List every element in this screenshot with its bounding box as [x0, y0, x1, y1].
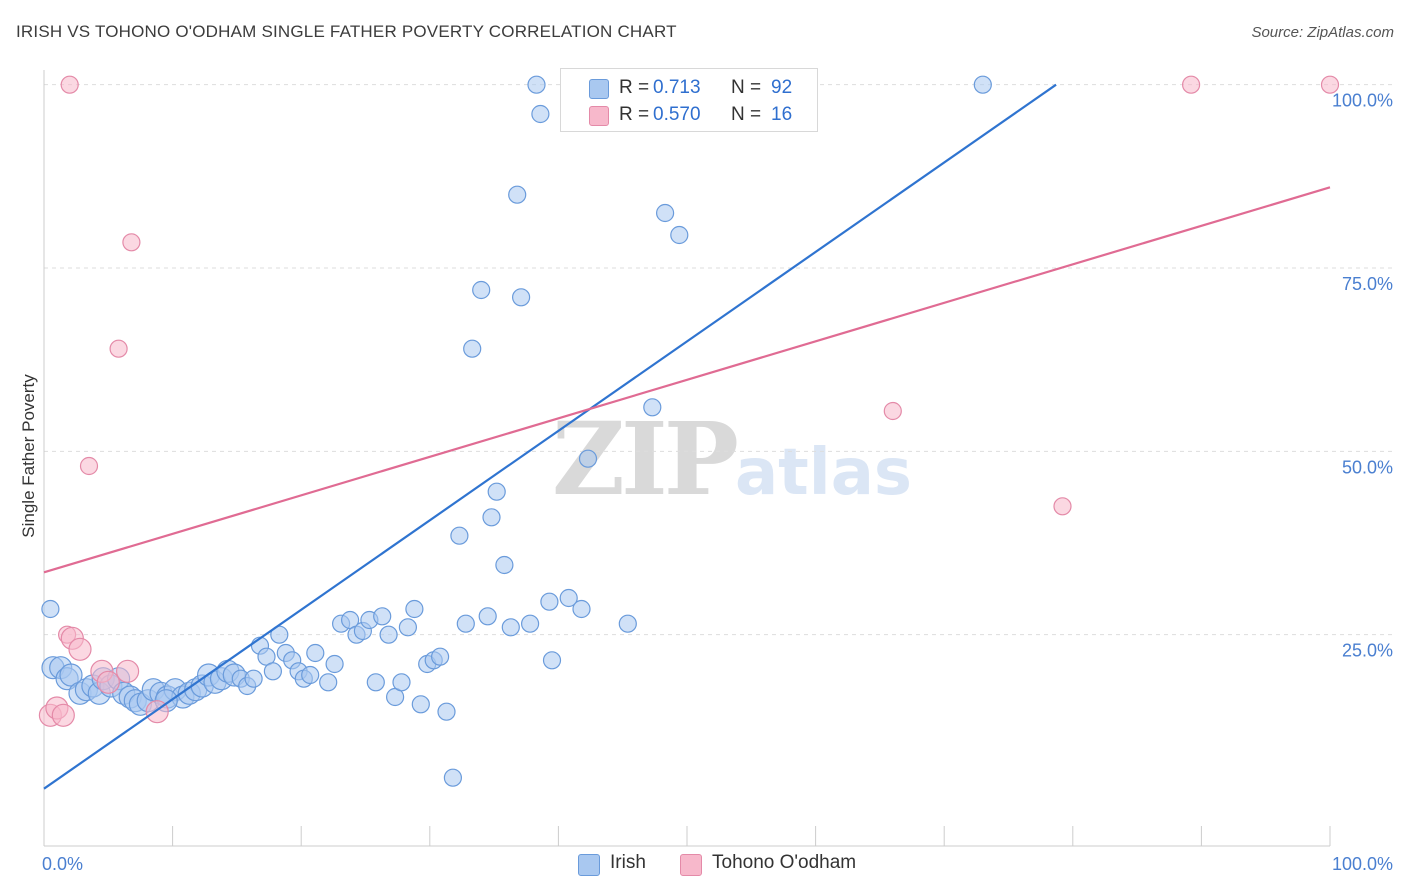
data-point-tohono[interactable]	[51, 703, 75, 727]
data-point-tohono[interactable]	[79, 456, 99, 476]
data-point-irish[interactable]	[405, 599, 424, 619]
legend-swatch-tohono	[589, 106, 609, 126]
data-point-irish[interactable]	[482, 508, 501, 527]
data-point-irish[interactable]	[478, 607, 497, 626]
correlation-legend: R = 0.713 N = 92 R = 0.570 N = 16	[560, 68, 818, 132]
series-legend: Irish Tohono O'odham	[0, 852, 1406, 878]
y-axis-label: Single Father Poverty	[19, 374, 38, 538]
label-layer: 25.0% 50.0% 75.0% 100.0% 0.0% 100.0% Single Fa…	[19, 91, 1393, 874]
data-point-tohono[interactable]	[1181, 75, 1201, 94]
axis-layer	[43, 70, 1331, 847]
data-point-tohono[interactable]	[1053, 497, 1072, 516]
data-point-irish[interactable]	[450, 526, 469, 545]
legend-n-value: 92	[771, 77, 793, 98]
series-legend-label-tohono: Tohono O'odham	[712, 852, 857, 873]
data-point-irish[interactable]	[366, 673, 385, 692]
data-point-irish[interactable]	[495, 555, 514, 575]
data-point-irish[interactable]	[487, 482, 506, 501]
legend-r-label: R =	[619, 77, 650, 98]
data-point-irish[interactable]	[578, 449, 598, 468]
data-point-irish[interactable]	[456, 614, 475, 633]
data-point-irish[interactable]	[527, 75, 546, 94]
data-point-irish[interactable]	[508, 185, 527, 204]
y-tick-label: 100.0%	[1332, 91, 1393, 111]
x-tick-label: 100.0%	[1332, 854, 1393, 874]
watermark-atlas: atlas	[734, 436, 912, 510]
series-legend-swatch-irish	[578, 854, 600, 876]
legend-n-label: N =	[731, 77, 762, 98]
data-point-irish[interactable]	[463, 339, 482, 358]
data-point-tohono[interactable]	[115, 659, 140, 683]
y-tick-label: 25.0%	[1342, 641, 1393, 661]
legend-n-value: 16	[771, 104, 793, 125]
data-point-irish[interactable]	[973, 75, 992, 94]
data-point-irish[interactable]	[572, 599, 591, 619]
data-point-irish[interactable]	[301, 665, 320, 685]
data-point-irish[interactable]	[437, 702, 456, 721]
data-point-tohono[interactable]	[68, 637, 92, 661]
data-point-irish[interactable]	[325, 654, 344, 674]
data-point-irish[interactable]	[431, 647, 450, 666]
data-point-irish[interactable]	[531, 104, 550, 124]
data-point-irish[interactable]	[655, 203, 675, 223]
legend-n-label: N =	[731, 104, 762, 125]
data-point-irish[interactable]	[319, 673, 338, 692]
data-point-irish[interactable]	[411, 695, 430, 714]
data-point-irish[interactable]	[670, 225, 689, 245]
x-tick-label: 0.0%	[42, 854, 83, 874]
data-point-irish[interactable]	[398, 618, 417, 637]
data-point-irish[interactable]	[520, 614, 540, 633]
data-point-irish[interactable]	[511, 288, 531, 307]
data-point-irish[interactable]	[443, 768, 462, 787]
trend-layer	[43, 83, 1331, 790]
data-point-irish[interactable]	[379, 625, 398, 644]
data-point-irish[interactable]	[392, 673, 411, 692]
data-point-tohono[interactable]	[96, 670, 120, 694]
data-point-irish[interactable]	[643, 398, 662, 417]
legend-swatch-irish	[589, 79, 609, 99]
legend-r-value: 0.713	[653, 77, 701, 98]
data-point-tohono[interactable]	[883, 401, 902, 421]
legend-r-value: 0.570	[653, 104, 701, 125]
data-point-tohono[interactable]	[109, 339, 128, 358]
chart-title: IRISH VS TOHONO O'ODHAM SINGLE FATHER PO…	[16, 22, 677, 41]
point-layer	[38, 75, 1340, 787]
trendline-irish	[43, 83, 1057, 790]
data-point-irish[interactable]	[373, 607, 392, 626]
data-point-tohono[interactable]	[60, 75, 79, 94]
trendline-tohono	[43, 186, 1331, 574]
data-point-irish[interactable]	[306, 643, 325, 663]
data-point-irish[interactable]	[559, 588, 578, 608]
source-credit: Source: ZipAtlas.com	[1251, 24, 1394, 41]
data-point-irish[interactable]	[501, 618, 520, 637]
legend-r-label: R =	[619, 104, 650, 125]
data-point-irish[interactable]	[41, 599, 60, 619]
y-tick-label: 75.0%	[1342, 274, 1393, 294]
data-point-irish[interactable]	[540, 592, 559, 611]
data-point-irish[interactable]	[618, 614, 637, 633]
y-tick-label: 50.0%	[1342, 457, 1393, 477]
data-point-tohono[interactable]	[1320, 75, 1340, 94]
data-point-irish[interactable]	[472, 280, 491, 300]
data-point-irish[interactable]	[542, 651, 562, 670]
series-legend-swatch-tohono	[680, 854, 702, 876]
grid-layer	[44, 84, 1395, 636]
data-point-tohono[interactable]	[122, 233, 141, 252]
data-point-irish[interactable]	[244, 669, 263, 688]
data-point-irish[interactable]	[263, 662, 282, 681]
series-legend-label-irish: Irish	[610, 852, 646, 873]
